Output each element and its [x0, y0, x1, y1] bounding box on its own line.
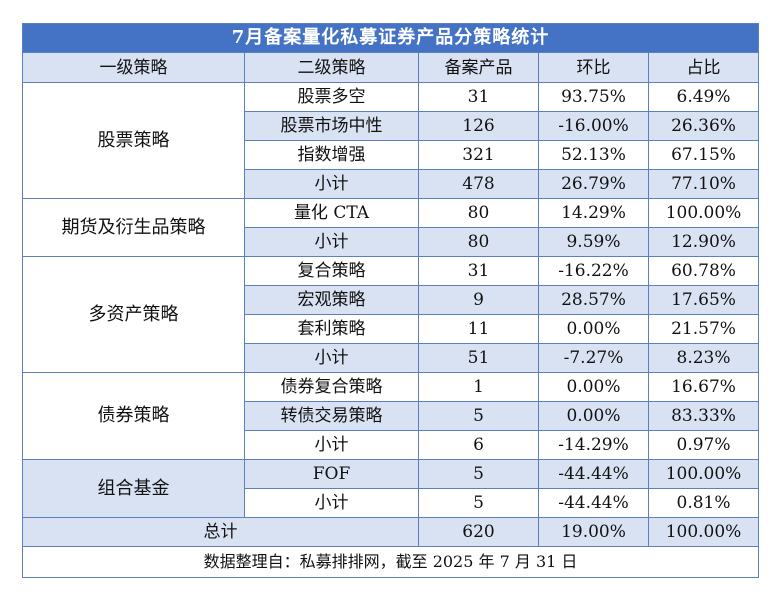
- table-row: 转债交易策略 5 0.00% 83.33%: [23, 401, 760, 431]
- header-share: 占比: [647, 52, 760, 83]
- mom-change: 14.29%: [538, 198, 649, 228]
- share-value: 17.65%: [647, 285, 760, 315]
- product-count: 11: [418, 314, 539, 344]
- mom-change: 0.00%: [538, 314, 649, 344]
- product-count: 80: [418, 227, 539, 257]
- group-name: 组合基金: [22, 459, 245, 518]
- table-row: 小计 478 26.79% 77.10%: [23, 169, 760, 199]
- product-count: 5: [418, 488, 539, 518]
- group-name: 期货及衍生品策略: [22, 198, 245, 257]
- share-value: 21.57%: [647, 314, 760, 344]
- sub-strategy: 小计: [244, 488, 419, 518]
- table-row: 套利策略 11 0.00% 21.57%: [23, 314, 760, 344]
- share-value: 83.33%: [647, 401, 760, 431]
- share-value: 6.49%: [647, 82, 760, 112]
- table-title: 7月备案量化私募证券产品分策略统计: [21, 23, 760, 53]
- product-count: 51: [418, 343, 539, 373]
- share-value: 60.78%: [647, 256, 760, 286]
- mom-change: -44.44%: [538, 488, 649, 518]
- product-count: 5: [418, 459, 539, 489]
- total-label: 总计: [22, 517, 419, 547]
- sub-strategy: 宏观策略: [244, 285, 419, 315]
- table-row: 债券策略 债券复合策略 1 0.00% 16.67%: [22, 372, 760, 460]
- product-count: 9: [418, 285, 539, 315]
- total-mom: 19.00%: [538, 517, 649, 547]
- table-row: 组合基金 FOF 5 -44.44% 100.00%: [22, 459, 760, 518]
- product-count: 31: [418, 256, 539, 286]
- mom-change: -14.29%: [538, 430, 649, 460]
- mom-change: 0.00%: [538, 372, 649, 402]
- table-row: 期货及衍生品策略 量化 CTA 80 14.29% 100.00%: [22, 198, 760, 257]
- table-row: 股票市场中性 126 -16.00% 26.36%: [23, 111, 760, 141]
- share-value: 26.36%: [647, 111, 760, 141]
- header-level2-strategy: 二级策略: [244, 52, 419, 83]
- product-count: 6: [418, 430, 539, 460]
- table-row: 多资产策略 复合策略 31 -16.22% 60.78%: [22, 256, 760, 373]
- sub-strategy: 小计: [244, 227, 419, 257]
- table-row: 小计 5 -44.44% 0.81%: [23, 488, 760, 518]
- header-row: 一级策略 二级策略 备案产品 环比 占比: [22, 52, 760, 83]
- strategy-statistics-table: 7月备案量化私募证券产品分策略统计 一级策略 二级策略 备案产品 环比 占比 股…: [21, 23, 760, 578]
- sub-strategy: FOF: [244, 459, 419, 489]
- share-value: 100.00%: [647, 198, 760, 228]
- share-value: 16.67%: [647, 372, 760, 402]
- sub-strategy: 小计: [244, 430, 419, 460]
- header-filed-products: 备案产品: [418, 52, 539, 83]
- sub-strategy: 套利策略: [244, 314, 419, 344]
- total-count: 620: [418, 517, 539, 547]
- table-row: 小计 51 -7.27% 8.23%: [23, 343, 760, 373]
- table-row: 指数增强 321 52.13% 67.15%: [23, 140, 760, 170]
- sub-strategy: 小计: [244, 343, 419, 373]
- sub-strategy: 股票市场中性: [244, 111, 419, 141]
- group-name: 股票策略: [22, 82, 245, 199]
- sub-strategy: 量化 CTA: [244, 198, 419, 228]
- share-value: 100.00%: [647, 459, 760, 489]
- sub-strategy: 债券复合策略: [244, 372, 419, 402]
- share-value: 0.81%: [647, 488, 760, 518]
- product-count: 80: [418, 198, 539, 228]
- mom-change: 26.79%: [538, 169, 649, 199]
- header-month-on-month: 环比: [538, 52, 649, 83]
- mom-change: 52.13%: [538, 140, 649, 170]
- sub-strategy: 复合策略: [244, 256, 419, 286]
- mom-change: -16.22%: [538, 256, 649, 286]
- sub-strategy: 小计: [244, 169, 419, 199]
- table-row: 小计 6 -14.29% 0.97%: [23, 430, 760, 460]
- product-count: 126: [418, 111, 539, 141]
- mom-change: 28.57%: [538, 285, 649, 315]
- mom-change: 93.75%: [538, 82, 649, 112]
- mom-change: 9.59%: [538, 227, 649, 257]
- share-value: 12.90%: [647, 227, 760, 257]
- table-row: 小计 80 9.59% 12.90%: [23, 227, 760, 257]
- mom-change: -7.27%: [538, 343, 649, 373]
- group-name: 多资产策略: [22, 256, 245, 373]
- source-footnote: 数据整理自：私募排排网，截至 2025 年 7 月 31 日: [21, 546, 760, 578]
- product-count: 5: [418, 401, 539, 431]
- share-value: 0.97%: [647, 430, 760, 460]
- mom-change: 0.00%: [538, 401, 649, 431]
- mom-change: -16.00%: [538, 111, 649, 141]
- sub-strategy: 指数增强: [244, 140, 419, 170]
- table-row: 股票策略 股票多空 31 93.75% 6.49%: [22, 82, 760, 199]
- group-name: 债券策略: [22, 372, 245, 460]
- product-count: 321: [418, 140, 539, 170]
- sub-strategy: 转债交易策略: [244, 401, 419, 431]
- share-value: 77.10%: [647, 169, 760, 199]
- statistics-table-container: 7月备案量化私募证券产品分策略统计 一级策略 二级策略 备案产品 环比 占比 股…: [21, 23, 760, 578]
- total-row: 总计 620 19.00% 100.00%: [22, 517, 760, 547]
- product-count: 1: [418, 372, 539, 402]
- product-count: 31: [418, 82, 539, 112]
- header-level1-strategy: 一级策略: [22, 52, 245, 83]
- share-value: 8.23%: [647, 343, 760, 373]
- share-value: 67.15%: [647, 140, 760, 170]
- mom-change: -44.44%: [538, 459, 649, 489]
- product-count: 478: [418, 169, 539, 199]
- total-share: 100.00%: [647, 517, 760, 547]
- sub-strategy: 股票多空: [244, 82, 419, 112]
